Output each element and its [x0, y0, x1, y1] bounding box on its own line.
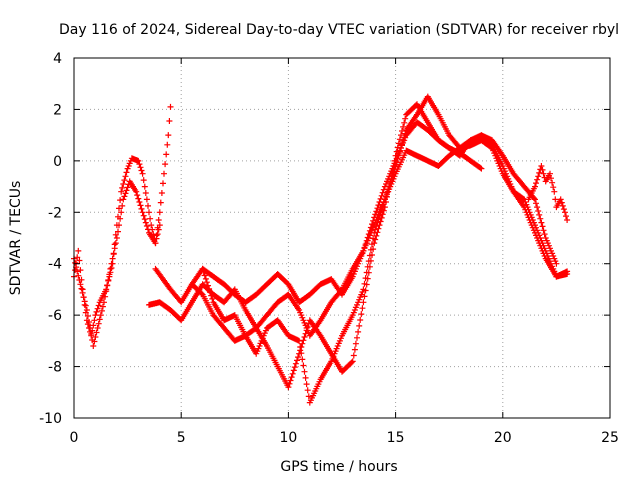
plot-frame — [73, 57, 611, 419]
series-track-5 — [188, 101, 560, 391]
series-track-6 — [199, 93, 571, 406]
chart-title: Day 116 of 2024, Sidereal Day-to-day VTE… — [59, 22, 619, 38]
y-tick-label: 2 — [53, 102, 62, 118]
data-point-markers — [525, 163, 571, 223]
x-tick-label: 20 — [494, 430, 512, 446]
y-axis-title: SDTVAR / TECUs — [8, 181, 24, 296]
grid — [74, 58, 610, 418]
data-point-markers — [199, 93, 571, 406]
y-tick-label: -4 — [48, 257, 62, 273]
y-tick-label: -10 — [39, 411, 62, 427]
x-tick-label: 0 — [70, 430, 79, 446]
x-tick-label: 5 — [177, 430, 186, 446]
y-tick-label: -6 — [48, 308, 62, 324]
series-track-7 — [525, 163, 571, 223]
data-point-markers — [188, 101, 560, 391]
y-tick-label: -2 — [48, 205, 62, 221]
data-marks — [71, 93, 571, 406]
y-tick-label: 4 — [53, 51, 62, 67]
x-tick-label: 15 — [387, 430, 405, 446]
x-axis-title: GPS time / hours — [280, 459, 397, 475]
axis-ticks: 0 5 10 15 20 25 -10 -8 -6 -4 -2 0 2 4 — [39, 51, 619, 446]
x-tick-label: 10 — [279, 430, 297, 446]
y-tick-label: -8 — [48, 360, 62, 376]
x-tick-label: 25 — [601, 430, 619, 446]
y-tick-label: 0 — [53, 154, 62, 170]
